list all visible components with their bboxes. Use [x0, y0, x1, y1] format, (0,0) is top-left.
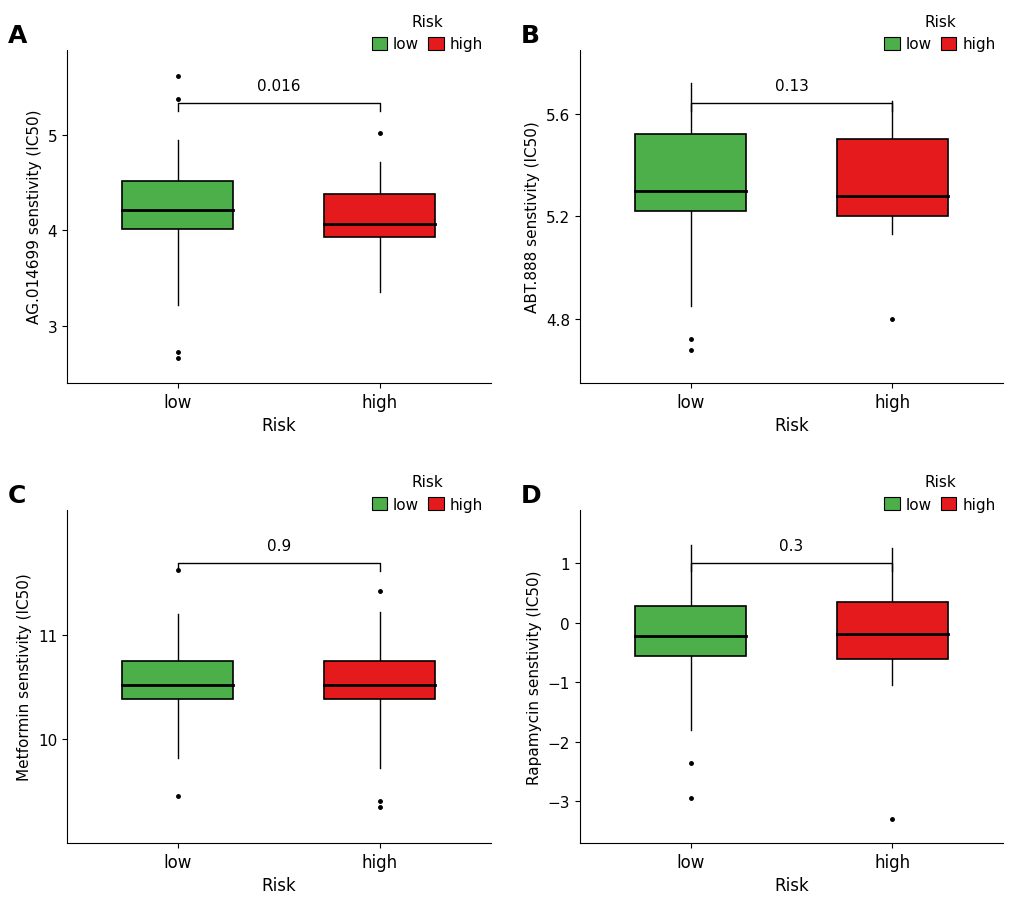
Legend: low, high: low, high — [883, 475, 995, 512]
X-axis label: Risk: Risk — [261, 416, 296, 435]
Legend: low, high: low, high — [371, 475, 482, 512]
Legend: low, high: low, high — [371, 15, 482, 53]
Text: 0.3: 0.3 — [779, 538, 803, 553]
Bar — [324, 195, 435, 238]
Bar — [324, 661, 435, 700]
Y-axis label: Rapamycin senstivity (IC50): Rapamycin senstivity (IC50) — [527, 569, 541, 783]
Text: 0.016: 0.016 — [257, 78, 301, 94]
Y-axis label: AG.014699 senstivity (IC50): AG.014699 senstivity (IC50) — [26, 110, 42, 324]
Bar — [837, 140, 947, 217]
Text: 0.9: 0.9 — [266, 538, 290, 553]
Bar — [122, 182, 233, 230]
Bar — [635, 135, 746, 212]
Text: D: D — [520, 484, 540, 507]
Bar — [635, 607, 746, 656]
Text: C: C — [8, 484, 26, 507]
Y-axis label: ABT.888 senstivity (IC50): ABT.888 senstivity (IC50) — [525, 121, 540, 312]
Text: A: A — [8, 24, 28, 47]
Bar — [122, 661, 233, 700]
Text: 0.13: 0.13 — [773, 78, 808, 94]
X-axis label: Risk: Risk — [261, 876, 296, 895]
Text: B: B — [520, 24, 539, 47]
X-axis label: Risk: Risk — [773, 876, 808, 895]
X-axis label: Risk: Risk — [773, 416, 808, 435]
Legend: low, high: low, high — [883, 15, 995, 53]
Bar — [837, 602, 947, 659]
Y-axis label: Metformin senstivity (IC50): Metformin senstivity (IC50) — [17, 573, 33, 781]
